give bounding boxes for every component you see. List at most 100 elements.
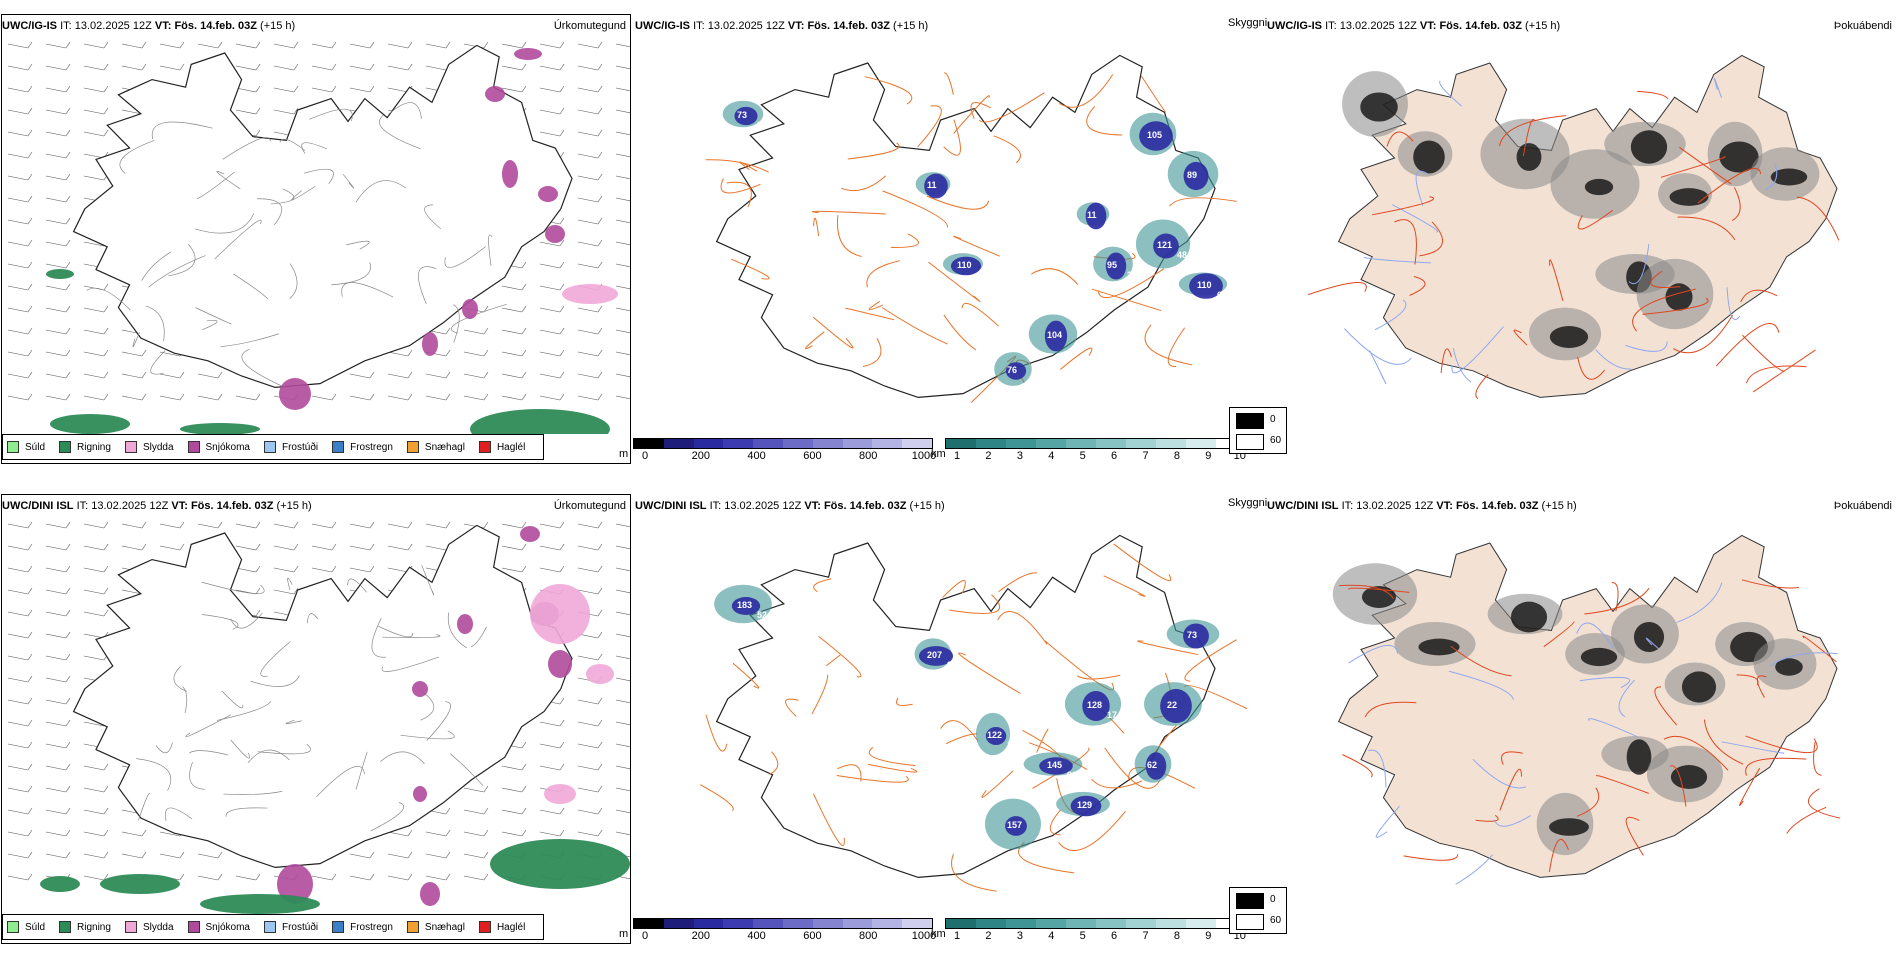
legend-swatch <box>478 921 491 933</box>
wind-barb <box>7 873 33 881</box>
cloud-base-value: 13 <box>1107 220 1117 230</box>
wind-barb <box>7 587 33 595</box>
precip-map-frame <box>1 494 631 944</box>
wind-barb <box>577 107 603 115</box>
lead-time: (+15 h) <box>909 500 945 512</box>
vt-value: Fös. 14.feb. 03Z <box>807 20 890 32</box>
precip-type-panel: UWC/IG-IS IT: 13.02.2025 12Z VT: Fös. 14… <box>0 14 632 474</box>
cloud-base-value: 104 <box>1047 330 1062 340</box>
road-line <box>1409 275 1426 296</box>
river-line <box>1595 349 1632 370</box>
fog-legend-label: 60 <box>1270 435 1282 446</box>
road-line <box>233 273 269 300</box>
scale-tick: 5 <box>1079 930 1086 942</box>
legend-swatch <box>59 921 72 933</box>
precip-map <box>7 521 630 914</box>
river-line <box>1493 815 1531 827</box>
road-line <box>1049 809 1061 836</box>
road-line <box>812 316 854 349</box>
wind-barb <box>615 655 630 660</box>
road-line <box>1031 268 1079 285</box>
ceiling-map: 183 207 122 145 128 62 73 157 129 22 52 81 38 90 17 <box>700 534 1248 892</box>
wind-barb <box>425 393 451 401</box>
wind-barb <box>121 349 147 357</box>
wind-barb <box>45 217 71 225</box>
snowfall-area <box>545 225 565 243</box>
wind-barb <box>463 785 489 793</box>
wind-barb <box>539 239 565 247</box>
vt-value: Fös. 14.feb. 03Z <box>1439 20 1522 32</box>
legend-swatch <box>124 921 137 933</box>
cloud-base-value: 207 <box>927 650 942 660</box>
road-line <box>260 641 291 677</box>
wind-barb <box>197 41 223 49</box>
road-line <box>1745 365 1807 384</box>
road-line <box>1703 719 1744 765</box>
road-line <box>370 802 405 832</box>
road-line <box>1715 322 1780 367</box>
legend-swatch <box>187 921 200 933</box>
wind-barb <box>7 631 33 639</box>
road-line <box>1637 90 1669 100</box>
wind-barb <box>463 349 489 357</box>
wind-barb <box>501 305 527 313</box>
wind-barb <box>45 151 71 159</box>
wind-barb <box>83 371 109 379</box>
scale-tick: 6 <box>1111 930 1118 942</box>
wind-barb <box>7 741 33 749</box>
wind-barb <box>539 763 565 771</box>
wind-barb <box>7 217 33 225</box>
wind-barb <box>501 785 527 793</box>
fog-indicator-core <box>1633 621 1665 653</box>
color-step <box>1006 439 1036 448</box>
it-value: 13.02.2025 12Z <box>724 500 802 512</box>
road-line <box>1543 621 1575 648</box>
river-line <box>1363 257 1431 264</box>
legend-label: Haglél <box>496 441 526 453</box>
color-step <box>663 919 694 928</box>
wind-barb <box>159 543 185 551</box>
road-line <box>1104 747 1161 789</box>
road-line <box>1584 587 1650 615</box>
legend-swatch <box>406 921 419 933</box>
wind-barb <box>273 85 299 93</box>
river-line <box>1764 163 1778 191</box>
wind-barb <box>45 239 71 247</box>
road-line <box>1499 115 1567 147</box>
wind-barb <box>615 589 630 594</box>
road-line <box>341 282 394 298</box>
scale-ticks: 0 200 400 600 800 1000 <box>633 929 936 943</box>
color-step <box>1186 919 1216 928</box>
wind-barb <box>387 851 413 859</box>
wind-barb <box>615 787 630 792</box>
wind-barb <box>45 653 71 661</box>
scale-tick: 9 <box>1205 930 1212 942</box>
wind-barb <box>273 63 299 71</box>
color-step <box>693 439 724 448</box>
wind-barb <box>387 393 413 401</box>
color-step <box>842 919 873 928</box>
legend-label: Frostúði <box>281 441 319 453</box>
road-line <box>418 266 437 305</box>
wind-barb <box>615 65 630 70</box>
ceiling-panel: UWC/DINI ISL IT: 13.02.2025 12Z VT: Fös.… <box>619 494 1267 954</box>
wind-barb <box>7 349 33 357</box>
wind-barb <box>577 63 603 71</box>
road-line <box>993 135 1021 164</box>
wind-barb <box>235 521 261 529</box>
scale-unit: m <box>619 928 629 940</box>
low-cloud-area <box>1082 690 1110 722</box>
road-line <box>997 610 1048 645</box>
road-line <box>150 350 166 375</box>
wind-barb <box>45 807 71 815</box>
road-line <box>138 793 151 821</box>
wind-barb <box>159 521 185 529</box>
road-line <box>998 572 1038 593</box>
low-cloud-area <box>1085 202 1107 230</box>
rain-area <box>180 423 260 434</box>
wind-barb <box>7 675 33 683</box>
road-line <box>1308 282 1367 296</box>
scale-tick: 8 <box>1173 930 1180 942</box>
legend-item: Snjókoma <box>187 921 250 933</box>
low-cloud-area <box>1070 795 1102 817</box>
